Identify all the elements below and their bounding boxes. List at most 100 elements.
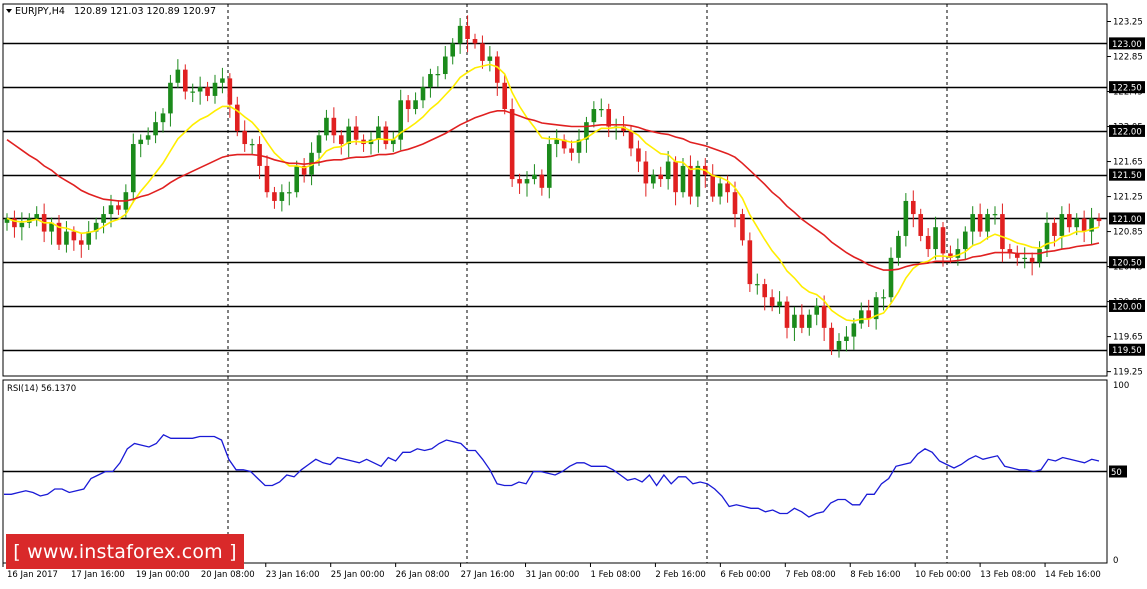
chart-symbol: EURJPY,H4 — [15, 6, 65, 17]
level-label: 120.50 — [1112, 259, 1142, 269]
x-tick-label: 7 Feb 08:00 — [785, 570, 835, 580]
x-tick-label: 8 Feb 16:00 — [850, 570, 900, 580]
candle-body — [71, 231, 77, 241]
candle-body — [130, 144, 136, 193]
level-label-box — [1109, 343, 1145, 356]
candle-body — [205, 87, 210, 96]
candle-body — [636, 148, 641, 162]
candle-body — [710, 174, 716, 197]
candle-body — [792, 314, 797, 328]
y-tick-label: 119.65 — [1113, 333, 1143, 343]
candle-body — [93, 222, 99, 232]
candle-body — [272, 192, 277, 201]
rsi-tick-label: 50 — [1111, 468, 1122, 478]
level-label-box — [1109, 256, 1145, 269]
candle-body — [472, 39, 478, 44]
y-tick-label: 121.25 — [1113, 193, 1143, 203]
level-label: 122.00 — [1112, 127, 1142, 137]
candle-body — [480, 43, 485, 61]
ma-fast-line — [6, 63, 1100, 322]
candle-body — [836, 340, 842, 350]
level-label-box — [1109, 81, 1145, 94]
y-tick-label: 119.25 — [1113, 368, 1143, 378]
candle-body — [190, 91, 196, 93]
candle-body — [435, 74, 441, 76]
candle-body — [234, 104, 240, 131]
candle-body — [428, 74, 433, 88]
x-tick-label: 17 Jan 16:00 — [71, 570, 125, 580]
candle-body — [858, 310, 864, 324]
candle-body — [116, 205, 121, 210]
candle-body — [680, 165, 686, 193]
candle-body — [12, 218, 17, 228]
candle-body — [398, 100, 404, 140]
candle-body — [769, 297, 775, 306]
candle-body — [1096, 218, 1102, 222]
level-label: 120.00 — [1112, 302, 1142, 312]
rsi-line — [4, 433, 1100, 518]
candle-body — [688, 165, 693, 197]
candle-body — [650, 174, 656, 184]
candle-body — [286, 192, 292, 194]
candle-body — [896, 235, 901, 258]
candle-body — [725, 183, 730, 193]
candle-body — [160, 113, 166, 123]
y-tick-label: 121.65 — [1113, 158, 1143, 168]
candle-body — [888, 257, 894, 298]
candle-body — [294, 165, 300, 193]
candle-body — [1022, 257, 1028, 260]
candle-body — [747, 240, 753, 285]
candle-body — [598, 109, 604, 111]
candle-body — [331, 117, 337, 136]
x-tick-label: 16 Jan 2017 — [7, 570, 58, 580]
candle-body — [591, 109, 597, 123]
candle-body — [1074, 218, 1080, 228]
price-panel-frame — [2, 3, 1108, 377]
candle-body — [918, 214, 924, 236]
candle-body — [101, 214, 106, 223]
candle-body — [338, 135, 344, 145]
x-tick-label: 6 Feb 00:00 — [720, 570, 770, 580]
rsi-label: RSI(14) 56.1370 — [7, 384, 76, 394]
candle-body — [465, 25, 470, 40]
rsi-tick-label: 100 — [1113, 381, 1129, 391]
candle-body — [494, 56, 500, 83]
candle-body — [1007, 249, 1013, 254]
candle-body — [866, 310, 872, 320]
candle-body — [420, 87, 426, 101]
candle-body — [554, 139, 560, 145]
candle-body — [940, 227, 946, 254]
x-tick-label: 13 Feb 08:00 — [980, 570, 1036, 580]
candle-body — [346, 126, 352, 145]
candle-body — [1081, 218, 1087, 232]
candle-body — [933, 227, 938, 250]
level-label-box — [1109, 124, 1145, 137]
candle-body — [621, 126, 626, 131]
candle-body — [844, 336, 849, 341]
level-label: 121.50 — [1112, 171, 1142, 181]
candle-body — [502, 82, 508, 110]
level-label: 119.50 — [1112, 346, 1142, 356]
candle-body — [301, 165, 307, 175]
x-tick-label: 14 Feb 16:00 — [1045, 570, 1101, 580]
candle-body — [799, 314, 805, 328]
candle-body — [182, 69, 188, 92]
candle-body — [948, 253, 953, 258]
candle-body — [851, 323, 857, 337]
candle-body — [383, 126, 389, 145]
candle-body — [762, 284, 768, 298]
level-label-box — [1109, 299, 1145, 312]
candle-body — [569, 148, 574, 153]
y-tick-label: 123.25 — [1113, 18, 1143, 28]
candle-body — [539, 174, 545, 188]
candle-body — [829, 327, 834, 350]
candle-body — [962, 231, 968, 250]
ma-slow-line — [6, 110, 1100, 271]
candle-body — [487, 56, 493, 61]
level-label-box — [1109, 168, 1145, 181]
candle-body — [390, 139, 396, 145]
candle-body — [695, 165, 701, 197]
candle-body — [442, 56, 448, 75]
watermark-logo[interactable]: [ www.instaforex.com ] — [6, 534, 244, 569]
